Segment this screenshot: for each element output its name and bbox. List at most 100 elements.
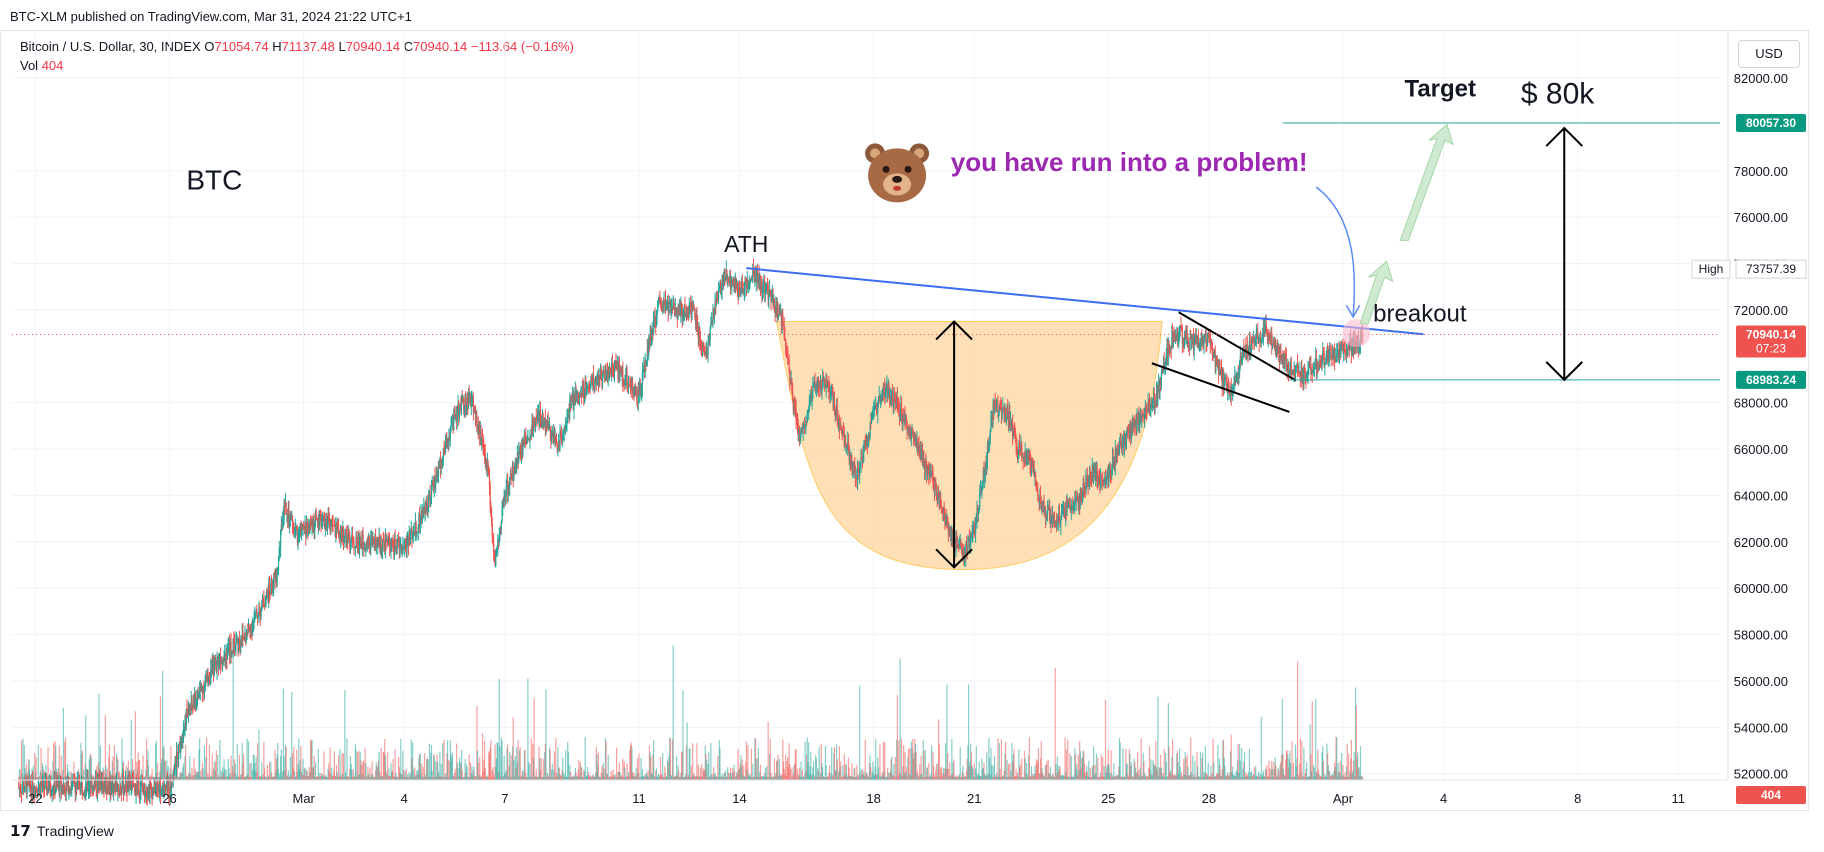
volume-bar (790, 776, 792, 780)
candle-body (196, 700, 198, 702)
volume-bar (797, 774, 799, 780)
volume-bar (861, 769, 864, 780)
candle-body (589, 387, 591, 389)
candle-body (470, 393, 472, 407)
volume-bar (1221, 769, 1223, 780)
volume-bar (20, 740, 23, 780)
volume-bar (752, 776, 755, 780)
volume-bar (1334, 762, 1336, 780)
candle-body (1028, 452, 1030, 460)
candle-body (155, 784, 157, 789)
volume-bar (525, 773, 527, 780)
candle-body (252, 625, 254, 631)
candle-body (395, 546, 397, 550)
candle-body (869, 422, 871, 437)
candle-body (393, 544, 395, 552)
candle-body (981, 482, 984, 486)
volume-bar (1086, 771, 1088, 780)
volume-bar (944, 743, 947, 780)
volume-bar (548, 776, 550, 780)
volume-bar (500, 737, 502, 780)
volume-bar (470, 762, 472, 780)
candle-body (1040, 502, 1042, 511)
vol-label[interactable]: Vol (20, 58, 39, 73)
volume-bar (461, 770, 463, 780)
candle-body (658, 296, 660, 299)
volume-bar (367, 766, 369, 780)
candle-body (176, 751, 178, 753)
volume-bar (718, 740, 720, 780)
volume-bar (133, 769, 135, 780)
volume-bar (164, 761, 166, 780)
volume-bar (1352, 770, 1354, 780)
candle-body (488, 475, 491, 486)
volume-bar (912, 758, 915, 780)
volume-bar (641, 776, 643, 780)
volume-bar (336, 771, 338, 780)
candle-body (387, 541, 389, 545)
volume-bar (1063, 775, 1065, 780)
volume-bar (796, 768, 799, 780)
volume-bar (1100, 754, 1102, 780)
volume-bar (501, 741, 503, 780)
candle-body (294, 528, 296, 531)
volume-bar (1058, 769, 1061, 780)
volume-bar (1323, 776, 1325, 780)
candle-body (1052, 515, 1054, 524)
volume-bar (263, 741, 265, 780)
volume-bar (383, 752, 385, 780)
volume-bar (807, 762, 809, 780)
candle-body (209, 680, 211, 683)
volume-bar (227, 758, 229, 780)
volume-bar (713, 774, 715, 780)
candle-body (217, 656, 219, 660)
candle-body (724, 277, 727, 281)
candle-body (738, 287, 740, 298)
volume-bar (495, 766, 497, 780)
candle-body (1038, 499, 1040, 504)
candle-body (129, 779, 131, 781)
volume-bar (135, 776, 137, 780)
volume-bar (347, 776, 349, 780)
volume-bar (393, 776, 395, 780)
candle-body (433, 476, 435, 488)
volume-bar (455, 776, 457, 780)
volume-bar (824, 776, 826, 780)
volume-bar (672, 645, 674, 780)
candle-body (415, 523, 417, 534)
volume-bar (583, 770, 585, 780)
volume-bar (193, 757, 195, 780)
volume-bar (611, 777, 613, 780)
volume-bar (328, 771, 331, 780)
volume-bar (252, 769, 254, 780)
candle-body (810, 393, 813, 401)
volume-bar (338, 776, 340, 780)
candle-body (104, 781, 106, 789)
volume-bar (400, 738, 402, 780)
currency-button[interactable]: USD (1738, 40, 1800, 68)
candle-body (666, 302, 669, 307)
candle-body (39, 784, 41, 794)
volume-bar (877, 767, 880, 780)
candle-body (894, 394, 896, 403)
candle-body (1037, 491, 1039, 496)
candle-body (154, 781, 156, 794)
candle-body (430, 498, 432, 500)
volume-bar (1181, 776, 1183, 780)
volume-bar (324, 774, 326, 780)
candle-body (219, 656, 222, 664)
volume-bar (1156, 770, 1158, 780)
candle-body (403, 546, 405, 550)
candle-body (61, 785, 63, 789)
low-label: L (338, 39, 346, 54)
volume-bar (391, 770, 393, 780)
volume-bar (859, 776, 861, 780)
candle-body (684, 304, 686, 315)
symbol-title[interactable]: Bitcoin / U.S. Dollar, 30, INDEX (20, 39, 201, 54)
candle-body (984, 464, 986, 475)
volume-bar (435, 776, 437, 780)
volume-bar (55, 745, 57, 780)
volume-bar (997, 738, 999, 780)
candle-body (594, 379, 596, 389)
